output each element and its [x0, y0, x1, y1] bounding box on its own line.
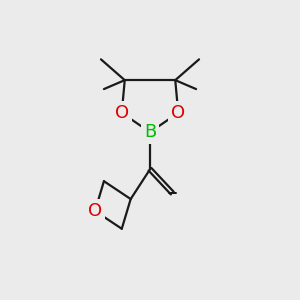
Text: B: B	[144, 123, 156, 141]
Text: O: O	[88, 202, 102, 220]
Text: O: O	[115, 104, 129, 122]
Text: O: O	[171, 104, 185, 122]
